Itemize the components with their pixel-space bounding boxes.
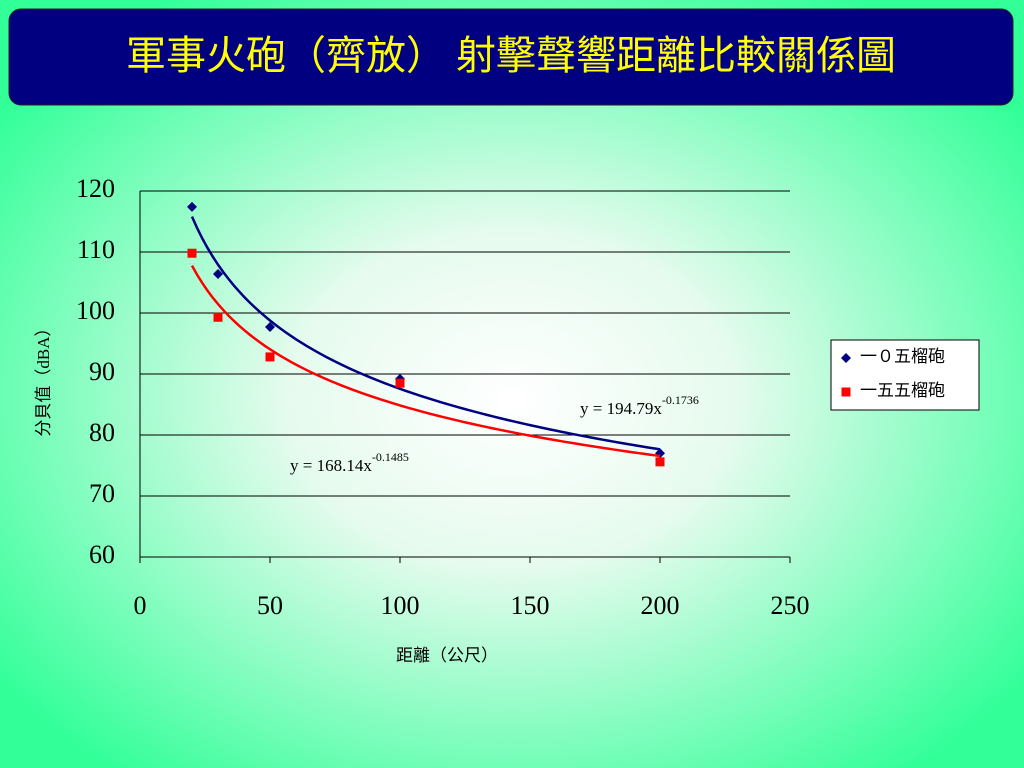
y-tick-label: 70 xyxy=(89,479,115,508)
equation-base: y = 168.14x xyxy=(290,456,372,475)
x-axis-label: 距離（公尺） xyxy=(396,646,498,665)
x-tick-label: 150 xyxy=(511,591,550,620)
equation-base: y = 194.79x xyxy=(580,399,662,418)
data-point xyxy=(213,312,223,322)
y-tick-label: 60 xyxy=(89,540,115,569)
title-bar xyxy=(8,8,1014,106)
trendline-equation: y = 194.79x-0.1736 xyxy=(580,393,699,418)
y-tick-label: 100 xyxy=(76,296,115,325)
data-point xyxy=(265,322,275,333)
equation-exponent: -0.1485 xyxy=(372,450,409,464)
legend xyxy=(830,339,980,411)
x-tick-label: 250 xyxy=(771,591,810,620)
legend-label: 一五五榴砲 xyxy=(860,381,945,400)
data-point xyxy=(213,268,223,279)
x-tick-label: 50 xyxy=(257,591,283,620)
y-tick-label: 90 xyxy=(89,357,115,386)
x-tick-label: 0 xyxy=(134,591,147,620)
data-point xyxy=(187,201,197,212)
y-tick-label: 110 xyxy=(77,235,115,264)
equation-exponent: -0.1736 xyxy=(662,393,699,407)
y-tick-label: 120 xyxy=(76,174,115,203)
chart-title: 軍事火砲（齊放） 射擊聲響距離比較關係圖 xyxy=(126,33,896,78)
legend-label: 一０五榴砲 xyxy=(860,347,945,366)
trendline xyxy=(190,265,661,458)
y-tick-label: 80 xyxy=(89,418,115,447)
y-axis-label: 分貝值（dBA） xyxy=(34,319,53,436)
data-point xyxy=(187,248,197,258)
legend-marker xyxy=(841,353,851,363)
data-point xyxy=(265,352,275,362)
trendline-equation: y = 168.14x-0.1485 xyxy=(290,450,409,475)
x-tick-label: 200 xyxy=(641,591,680,620)
data-point xyxy=(655,457,665,467)
x-tick-label: 100 xyxy=(381,591,420,620)
trendline xyxy=(190,216,661,451)
legend-marker xyxy=(841,387,851,397)
data-point xyxy=(395,378,405,388)
